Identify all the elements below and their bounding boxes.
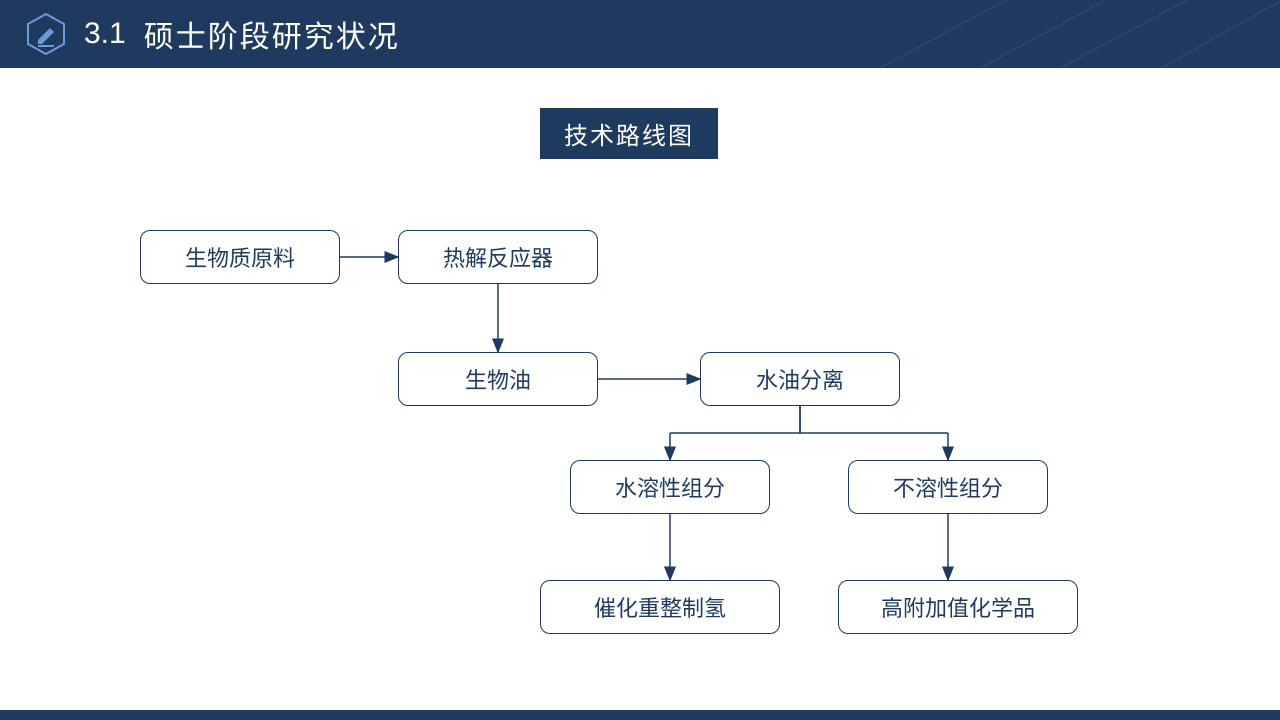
flow-node-n8: 高附加值化学品 xyxy=(838,580,1078,634)
footer-bar xyxy=(0,710,1280,720)
flow-node-n6: 不溶性组分 xyxy=(848,460,1048,514)
flow-node-n4: 水油分离 xyxy=(700,352,900,406)
flow-node-n7: 催化重整制氢 xyxy=(540,580,780,634)
flow-node-n5: 水溶性组分 xyxy=(570,460,770,514)
flow-node-n1: 生物质原料 xyxy=(140,230,340,284)
flowchart-container: 生物质原料 热解反应器生物油 水油分离水溶性组分 不溶性组分催化重整制氢 高附加值化学品 xyxy=(0,0,1280,720)
flow-node-n2: 热解反应器 xyxy=(398,230,598,284)
flow-node-n3: 生物油 xyxy=(398,352,598,406)
